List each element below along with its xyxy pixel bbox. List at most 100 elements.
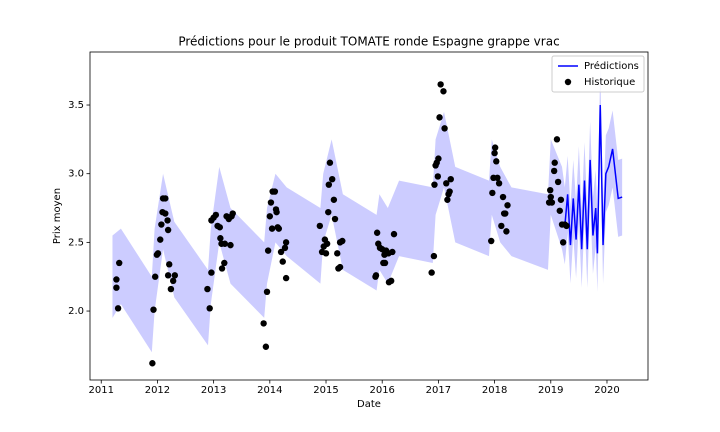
history-point bbox=[389, 248, 396, 256]
history-point bbox=[559, 239, 567, 246]
history-point bbox=[282, 274, 290, 282]
history-point bbox=[491, 149, 498, 157]
history-point bbox=[428, 269, 435, 276]
legend-marker bbox=[564, 78, 572, 86]
history-point bbox=[268, 225, 276, 232]
history-point bbox=[430, 252, 438, 260]
history-point bbox=[212, 211, 220, 219]
history-point bbox=[551, 159, 558, 166]
x-tick-label: 2017 bbox=[426, 385, 451, 396]
history-point bbox=[263, 288, 271, 296]
history-point bbox=[437, 81, 444, 88]
history-point bbox=[271, 188, 279, 195]
history-point bbox=[260, 320, 267, 327]
history-point bbox=[229, 210, 236, 217]
history-point bbox=[266, 213, 274, 220]
history-point bbox=[167, 285, 175, 293]
x-tick-label: 2016 bbox=[369, 385, 394, 396]
history-point bbox=[495, 180, 503, 187]
history-point bbox=[390, 230, 398, 238]
history-point bbox=[154, 250, 162, 257]
history-point bbox=[547, 193, 554, 201]
history-point bbox=[334, 250, 341, 257]
history-point bbox=[434, 173, 442, 180]
history-point bbox=[157, 236, 164, 243]
x-tick-label: 2020 bbox=[594, 385, 619, 396]
history-point bbox=[325, 208, 332, 216]
history-point bbox=[547, 186, 554, 194]
history-point bbox=[502, 210, 509, 217]
y-tick-label: 3.0 bbox=[68, 169, 84, 180]
history-point bbox=[325, 181, 333, 188]
history-point bbox=[275, 225, 283, 232]
history-point bbox=[113, 276, 120, 283]
history-point bbox=[149, 360, 156, 367]
history-point bbox=[282, 239, 290, 246]
history-point bbox=[488, 237, 495, 245]
history-point bbox=[443, 180, 450, 187]
history-point bbox=[151, 273, 159, 280]
history-point bbox=[217, 235, 224, 242]
history-point bbox=[114, 305, 122, 312]
history-point bbox=[323, 240, 331, 247]
history-point bbox=[441, 125, 448, 132]
plot-frame bbox=[89, 51, 649, 381]
y-tick-label: 3.5 bbox=[68, 100, 84, 111]
history-point bbox=[264, 247, 272, 254]
history-point bbox=[387, 277, 395, 285]
x-axis-label: Date bbox=[357, 399, 381, 410]
x-tick-label: 2015 bbox=[313, 385, 338, 396]
x-tick-label: 2012 bbox=[145, 385, 170, 396]
history-point bbox=[498, 222, 505, 230]
history-point bbox=[273, 208, 280, 216]
history-point bbox=[493, 158, 500, 165]
history-point bbox=[158, 221, 165, 228]
history-point bbox=[447, 175, 454, 183]
history-point bbox=[372, 272, 380, 279]
history-point bbox=[326, 159, 334, 166]
history-point bbox=[330, 196, 338, 203]
prediction-line bbox=[564, 105, 623, 254]
history-point bbox=[491, 144, 499, 151]
legend-label: Historique bbox=[584, 77, 635, 88]
history-point bbox=[550, 167, 558, 175]
history-point bbox=[164, 217, 171, 224]
history-point bbox=[557, 196, 565, 203]
x-tick-label: 2019 bbox=[538, 385, 563, 396]
y-tick-label: 2.5 bbox=[68, 237, 84, 248]
history-point bbox=[373, 229, 381, 236]
history-point bbox=[328, 175, 336, 183]
history-point bbox=[221, 259, 228, 267]
history-point bbox=[494, 174, 501, 182]
x-tick-label: 2013 bbox=[201, 385, 226, 396]
history-point bbox=[435, 155, 442, 162]
history-point bbox=[116, 259, 123, 267]
history-point bbox=[563, 222, 570, 230]
history-point bbox=[204, 285, 211, 293]
history-point bbox=[381, 259, 389, 267]
history-point bbox=[440, 88, 447, 95]
history-point bbox=[169, 277, 177, 285]
legend-label: Prédictions bbox=[584, 60, 639, 72]
history-point bbox=[166, 261, 173, 268]
y-axis-label: Prix moyen bbox=[52, 188, 63, 244]
history-point bbox=[164, 226, 172, 234]
history-point bbox=[504, 202, 511, 209]
history-point bbox=[281, 244, 289, 252]
history-point bbox=[339, 237, 346, 245]
history-point bbox=[267, 199, 275, 206]
history-point bbox=[446, 188, 453, 195]
history-point bbox=[162, 210, 169, 217]
legend-box bbox=[551, 55, 645, 93]
x-tick-label: 2018 bbox=[482, 385, 507, 396]
history-point bbox=[150, 306, 157, 313]
history-point bbox=[208, 269, 215, 276]
history-point bbox=[164, 272, 172, 279]
history-point bbox=[113, 284, 120, 291]
history-point bbox=[444, 196, 451, 203]
history-point bbox=[556, 207, 563, 214]
history-point bbox=[316, 222, 324, 230]
history-point bbox=[218, 265, 226, 272]
history-point bbox=[221, 240, 229, 247]
